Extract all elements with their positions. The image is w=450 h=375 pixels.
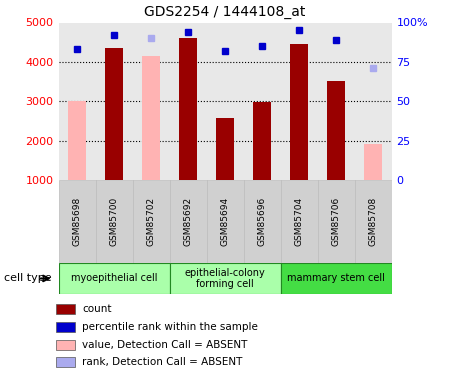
Text: GSM85702: GSM85702 xyxy=(147,196,156,246)
Bar xyxy=(56,322,75,332)
Bar xyxy=(56,304,75,314)
Bar xyxy=(216,118,234,180)
Text: GSM85698: GSM85698 xyxy=(72,196,81,246)
Bar xyxy=(327,81,345,180)
Text: GSM85694: GSM85694 xyxy=(220,196,230,246)
Text: GSM85696: GSM85696 xyxy=(257,196,266,246)
Bar xyxy=(68,101,86,180)
Text: myoepithelial cell: myoepithelial cell xyxy=(71,273,157,284)
Text: GSM85704: GSM85704 xyxy=(294,196,303,246)
Bar xyxy=(170,262,280,294)
Text: percentile rank within the sample: percentile rank within the sample xyxy=(82,322,258,332)
Text: GSM85708: GSM85708 xyxy=(369,196,378,246)
Bar xyxy=(56,339,75,350)
Text: GSM85706: GSM85706 xyxy=(332,196,341,246)
Bar xyxy=(142,56,160,180)
Text: GSM85700: GSM85700 xyxy=(109,196,118,246)
Bar xyxy=(280,262,392,294)
Text: cell type: cell type xyxy=(4,273,52,284)
Title: GDS2254 / 1444108_at: GDS2254 / 1444108_at xyxy=(144,5,306,19)
Bar xyxy=(253,102,271,180)
Bar xyxy=(179,38,197,180)
Bar xyxy=(364,144,382,180)
Bar xyxy=(290,44,308,180)
Text: epithelial-colony
forming cell: epithelial-colony forming cell xyxy=(184,268,266,289)
Text: GSM85692: GSM85692 xyxy=(184,196,193,246)
Text: value, Detection Call = ABSENT: value, Detection Call = ABSENT xyxy=(82,339,248,350)
Bar xyxy=(105,48,123,180)
Text: mammary stem cell: mammary stem cell xyxy=(287,273,385,284)
Text: count: count xyxy=(82,304,112,314)
Text: rank, Detection Call = ABSENT: rank, Detection Call = ABSENT xyxy=(82,357,243,368)
Bar xyxy=(58,262,170,294)
Bar xyxy=(56,357,75,368)
